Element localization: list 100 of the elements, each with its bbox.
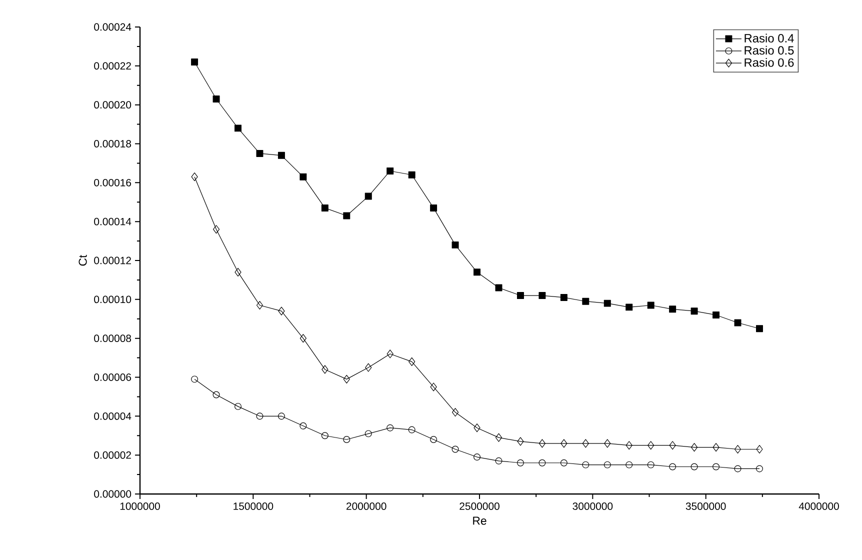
point [343,212,350,220]
point [560,439,568,448]
x-axis-title: Re [473,516,486,525]
point [256,300,264,310]
point [452,408,459,417]
point [538,459,546,466]
y-tick-label: 0.00024 [94,23,132,31]
point [386,424,394,432]
point [452,241,459,248]
point [212,391,220,398]
point [365,363,372,372]
point [604,300,611,307]
point [278,306,285,316]
x-tick-label: 2500000 [460,502,500,510]
point [582,439,589,448]
point [474,268,481,276]
point [212,96,220,102]
point [756,465,763,472]
point [364,192,372,200]
y-tick-label: 0.00022 [94,62,131,70]
x-tick-label: 3500000 [686,502,726,510]
legend-label: Rasio 0.6 [744,58,794,67]
point [712,311,720,318]
point [430,204,438,212]
point [538,292,546,300]
point [430,382,437,392]
legend-label: Rasio 0.4 [744,34,794,42]
point [474,454,481,461]
point [364,430,372,438]
point [191,58,198,66]
point [256,150,264,157]
point [430,436,438,444]
point [669,306,676,313]
point [212,225,220,234]
y-tick-label: 0.00012 [94,256,131,264]
point [734,465,742,472]
point [495,457,502,464]
point [408,357,416,366]
x-tick-label: 1000000 [120,502,160,510]
point [560,294,568,301]
point [756,325,763,332]
point [474,424,480,432]
point [712,463,720,470]
y-tick-label: 0.00004 [94,412,132,420]
point [191,376,198,383]
point [517,437,524,446]
point [408,171,416,178]
point [300,173,307,180]
y-tick-label: 0.00010 [94,296,132,304]
point [234,268,242,276]
y-tick-label: 0.00006 [94,374,132,381]
point [343,436,350,444]
point [300,334,306,343]
point [386,350,394,358]
point [278,412,285,420]
point [604,439,611,448]
x-tick-label: 4000000 [798,502,839,510]
point [191,172,198,182]
point [648,441,654,450]
point [516,292,524,300]
point [626,304,633,311]
point [690,463,698,470]
y-tick-label: 0.00000 [94,490,132,498]
point [734,319,742,326]
point [278,152,285,159]
y-tick-label: 0.00014 [94,218,132,226]
y-axis-title: Ct [78,254,87,266]
point [321,204,328,212]
point [669,463,676,470]
legend-label: Rasio 0.5 [744,46,794,55]
point [234,124,242,132]
point [322,365,328,374]
point [582,298,590,305]
point [256,412,264,420]
point [321,432,328,440]
y-tick-label: 0.00016 [94,178,132,186]
point [300,422,307,430]
point [234,402,242,410]
y-tick-label: 0.00008 [94,334,132,342]
x-tick-label: 1500000 [234,502,274,510]
point [734,444,742,454]
point [691,443,698,452]
y-tick-label: 0.00002 [94,451,131,459]
point [626,441,632,450]
point [604,461,611,468]
point [495,433,502,442]
point [386,168,394,174]
y-tick-label: 0.00020 [94,101,132,109]
point [647,302,654,309]
point [756,444,763,454]
point [647,461,654,468]
point [669,441,676,450]
point [626,461,633,468]
point [343,374,350,384]
point [495,284,502,292]
point [712,443,720,452]
point [452,446,459,453]
point [560,459,568,466]
point [690,308,698,315]
point [516,459,524,466]
